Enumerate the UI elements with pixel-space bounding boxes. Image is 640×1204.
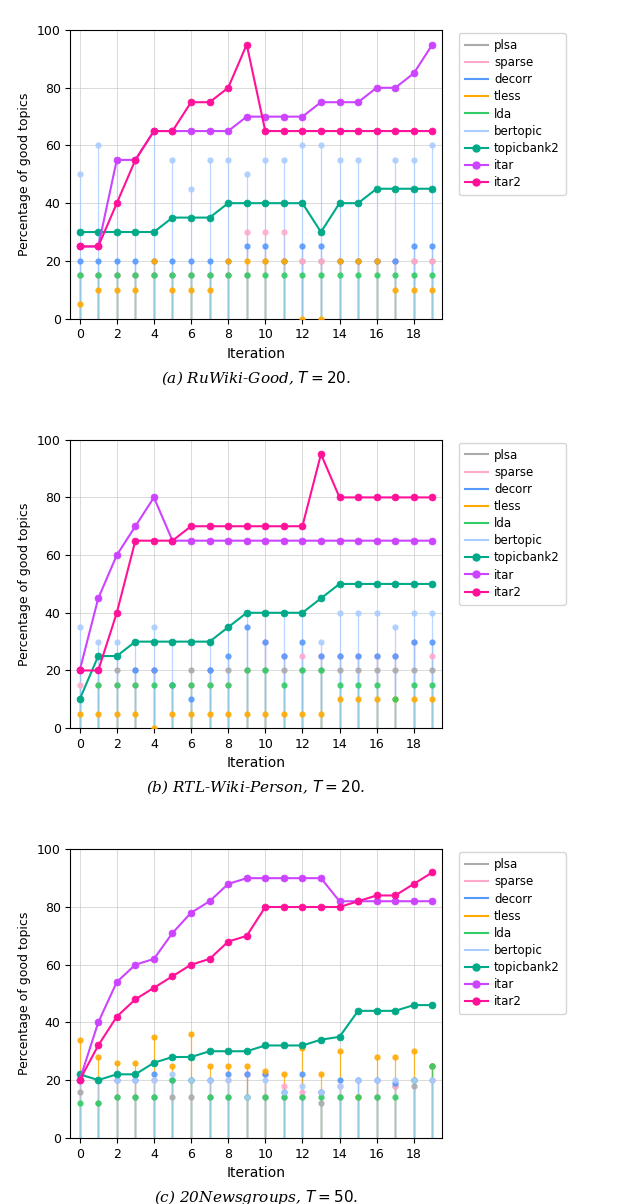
Text: (b) RTL-Wiki-Person, $T = 20$.: (b) RTL-Wiki-Person, $T = 20$.: [147, 779, 365, 796]
Legend: plsa, sparse, decorr, tless, lda, bertopic, topicbank2, itar, itar2: plsa, sparse, decorr, tless, lda, bertop…: [459, 34, 566, 195]
X-axis label: Iteration: Iteration: [227, 1165, 285, 1180]
Legend: plsa, sparse, decorr, tless, lda, bertopic, topicbank2, itar, itar2: plsa, sparse, decorr, tless, lda, bertop…: [459, 443, 566, 604]
X-axis label: Iteration: Iteration: [227, 347, 285, 361]
Y-axis label: Percentage of good topics: Percentage of good topics: [19, 93, 31, 256]
Y-axis label: Percentage of good topics: Percentage of good topics: [19, 911, 31, 1075]
Text: (a) RuWiki-Good, $T = 20$.: (a) RuWiki-Good, $T = 20$.: [161, 370, 351, 386]
Legend: plsa, sparse, decorr, tless, lda, bertopic, topicbank2, itar, itar2: plsa, sparse, decorr, tless, lda, bertop…: [459, 852, 566, 1014]
Text: (c) 20Newsgroups, $T = 50$.: (c) 20Newsgroups, $T = 50$.: [154, 1188, 358, 1204]
X-axis label: Iteration: Iteration: [227, 756, 285, 771]
Y-axis label: Percentage of good topics: Percentage of good topics: [19, 502, 31, 666]
